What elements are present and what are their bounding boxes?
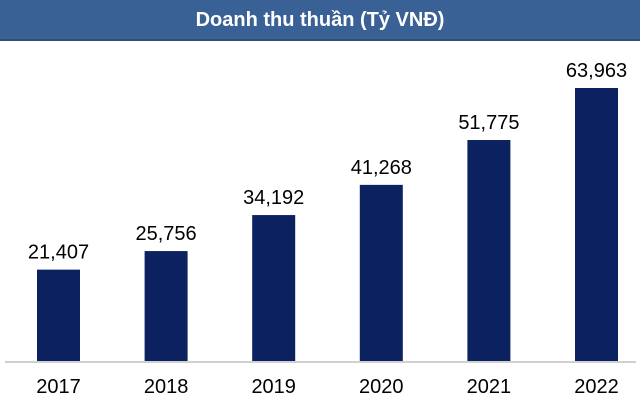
x-tick-label: 2021 <box>467 376 512 398</box>
chart-title: Doanh thu thuần (Tỷ VNĐ) <box>0 0 640 41</box>
data-label-2022: 63,963 <box>566 60 627 82</box>
bar-2019 <box>252 215 296 361</box>
x-tick-label: 2018 <box>144 376 189 398</box>
bar-2021 <box>467 140 511 361</box>
data-label-2019: 34,192 <box>243 187 304 209</box>
x-tick-label: 2017 <box>36 376 81 398</box>
bar-2018 <box>144 251 188 361</box>
bar-2020 <box>359 184 403 361</box>
data-label-2020: 41,268 <box>351 157 412 179</box>
data-label-2021: 51,775 <box>458 112 519 134</box>
data-label-2017: 21,407 <box>28 242 89 264</box>
x-tick-label: 2019 <box>251 376 296 398</box>
bar-2022 <box>575 88 618 361</box>
x-tick-label: 2022 <box>574 376 619 398</box>
x-tick-label: 2020 <box>359 376 404 398</box>
data-label-2018: 25,756 <box>136 223 197 245</box>
bar-2017 <box>37 269 80 361</box>
